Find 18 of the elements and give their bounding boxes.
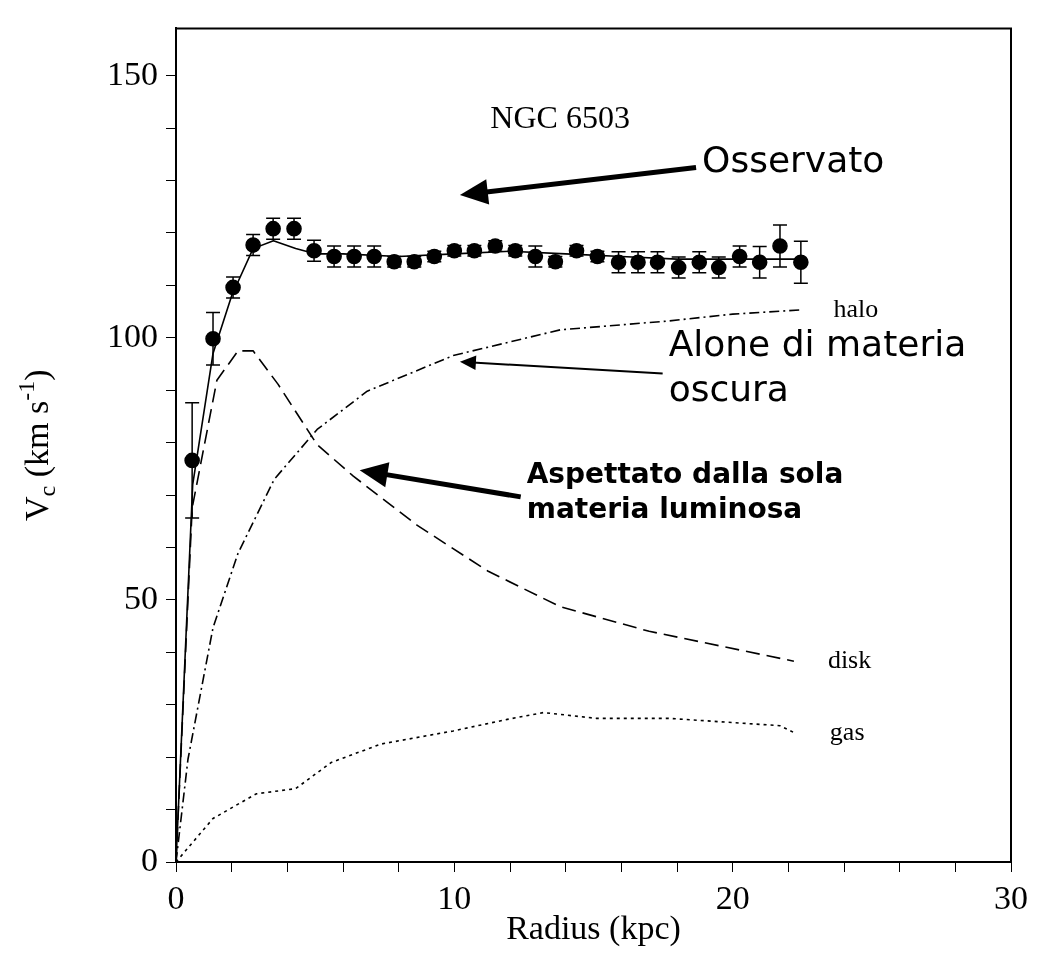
y-axis-title: Vc (km s-1) xyxy=(13,369,60,521)
y-tick-label: 0 xyxy=(141,840,158,878)
annotation: Alone di materia oscura xyxy=(668,322,967,409)
x-axis-title: Radius (kpc) xyxy=(506,908,681,947)
annotation: NGC 6503 xyxy=(490,99,630,136)
x-tick-label: 0 xyxy=(167,879,185,917)
series-label: disk xyxy=(827,645,872,675)
annotation: Aspettato dalla sola materia luminosa xyxy=(526,457,844,526)
series-label: gas xyxy=(829,717,865,747)
point xyxy=(751,254,768,271)
x-tick-label: 20 xyxy=(715,879,750,917)
series-label: halo xyxy=(833,293,879,323)
x-tick-label: 10 xyxy=(437,879,472,917)
y-tick-label: 50 xyxy=(124,578,158,616)
x-tick-label: 30 xyxy=(994,879,1028,917)
annotation: Osservato xyxy=(702,139,885,181)
y-tick-label: 100 xyxy=(107,316,158,354)
y-tick-label: 150 xyxy=(107,54,158,92)
